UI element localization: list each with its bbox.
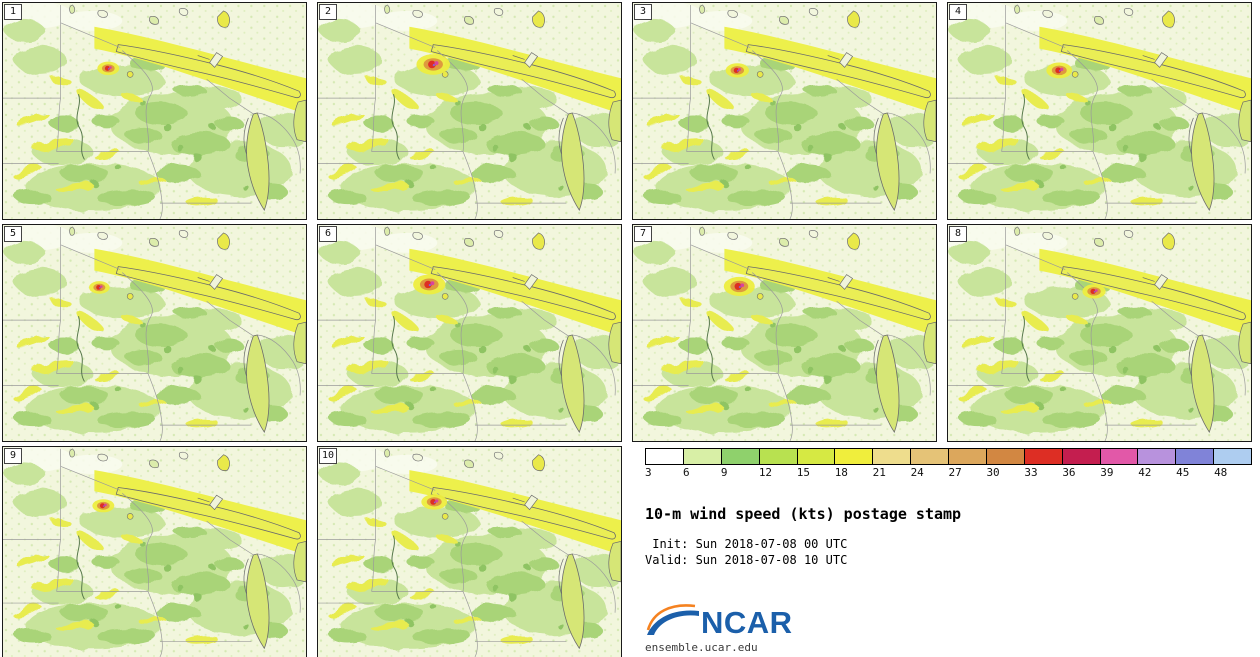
wind-speed-map	[948, 3, 1251, 219]
colorbar-cell	[759, 449, 798, 464]
colorbar	[645, 448, 1252, 465]
panel-number: 8	[949, 226, 967, 242]
colorbar-tick: 48	[1214, 466, 1228, 479]
colorbar-tick: 45	[1176, 466, 1190, 479]
map-panel: 2	[317, 2, 622, 220]
panel-number: 3	[634, 4, 652, 20]
colorbar-cell	[683, 449, 722, 464]
map-panel: 10	[317, 446, 622, 657]
storm-marker	[1082, 284, 1106, 299]
wind-speed-map	[3, 3, 306, 219]
product-title: 10-m wind speed (kts) postage stamp	[645, 505, 962, 523]
colorbar-cell	[835, 449, 874, 464]
wind-speed-map	[948, 225, 1251, 441]
storm-marker	[725, 63, 749, 78]
colorbar-tick: 18	[834, 466, 848, 479]
storm-marker	[97, 61, 120, 76]
init-time: Init: Sun 2018-07-08 00 UTC	[645, 537, 848, 551]
ncar-swoosh-icon	[646, 604, 699, 635]
panel-number: 4	[949, 4, 967, 20]
panel-number: 7	[634, 226, 652, 242]
colorbar-cell	[873, 449, 912, 464]
colorbar-tick: 33	[1024, 466, 1038, 479]
colorbar-cell	[1214, 449, 1251, 464]
colorbar-cell	[1062, 449, 1101, 464]
colorbar-tick: 12	[758, 466, 773, 479]
ncar-logo: NCAR ensemble.ucar.edu	[645, 600, 793, 654]
map-panel: 5	[2, 224, 307, 442]
map-panel: 6	[317, 224, 622, 442]
storm-marker	[1046, 62, 1073, 79]
colorbar-cell	[1024, 449, 1063, 464]
map-panel: 4	[947, 2, 1252, 220]
ncar-logo-text: NCAR	[701, 604, 793, 640]
colorbar-cell	[1138, 449, 1177, 464]
storm-marker	[416, 54, 451, 75]
panel-number: 5	[4, 226, 22, 242]
colorbar-tick: 6	[682, 466, 690, 479]
map-panel: 8	[947, 224, 1252, 442]
colorbar-tick: 30	[986, 466, 1000, 479]
map-panel: 3	[632, 2, 937, 220]
colorbar-tick-row: 3 6 9 12 15 18 21 24 27 30 33 36 39 42 45 48	[645, 466, 1252, 481]
colorbar-cell	[1176, 449, 1215, 464]
legend-block: 3 6 9 12 15 18 21 24 27 30 33 36 39 42 45 48 10-m wind …	[632, 446, 1252, 657]
colorbar-cell	[797, 449, 836, 464]
storm-marker	[723, 276, 755, 296]
colorbar-tick: 24	[910, 466, 924, 479]
map-panel: 7	[632, 224, 937, 442]
colorbar-tick: 15	[796, 466, 810, 479]
colorbar-cell	[911, 449, 949, 464]
valid-time: Valid: Sun 2018-07-08 10 UTC	[645, 553, 848, 567]
site-url: ensemble.ucar.edu	[645, 641, 758, 654]
wind-speed-map	[3, 447, 306, 657]
wind-speed-map	[3, 225, 306, 441]
storm-marker	[92, 499, 115, 513]
wind-speed-map	[633, 225, 936, 441]
colorbar-tick: 27	[948, 466, 962, 479]
panel-number: 9	[4, 448, 22, 464]
colorbar-tick: 36	[1062, 466, 1076, 479]
panel-number: 6	[319, 226, 337, 242]
map-panel: 1	[2, 2, 307, 220]
colorbar-tick: 21	[872, 466, 886, 479]
panel-number: 2	[319, 4, 337, 20]
colorbar-cell	[986, 449, 1025, 464]
wind-speed-map	[318, 225, 621, 441]
storm-marker	[413, 274, 446, 295]
colorbar-tick: 9	[720, 466, 728, 479]
wind-speed-map	[318, 3, 621, 219]
panel-number: 1	[4, 4, 22, 20]
panel-number: 10	[319, 448, 337, 464]
colorbar-cell	[721, 449, 760, 464]
storm-marker	[421, 494, 448, 510]
colorbar-tick: 39	[1100, 466, 1114, 479]
wind-speed-map	[318, 447, 621, 657]
colorbar-cell	[1100, 449, 1139, 464]
storm-marker	[89, 281, 110, 294]
wind-speed-map	[633, 3, 936, 219]
colorbar-tick: 42	[1138, 466, 1152, 479]
colorbar-tick: 3	[645, 466, 652, 479]
colorbar-cell	[646, 449, 684, 464]
colorbar-cell	[949, 449, 987, 464]
map-panel: 9	[2, 446, 307, 657]
